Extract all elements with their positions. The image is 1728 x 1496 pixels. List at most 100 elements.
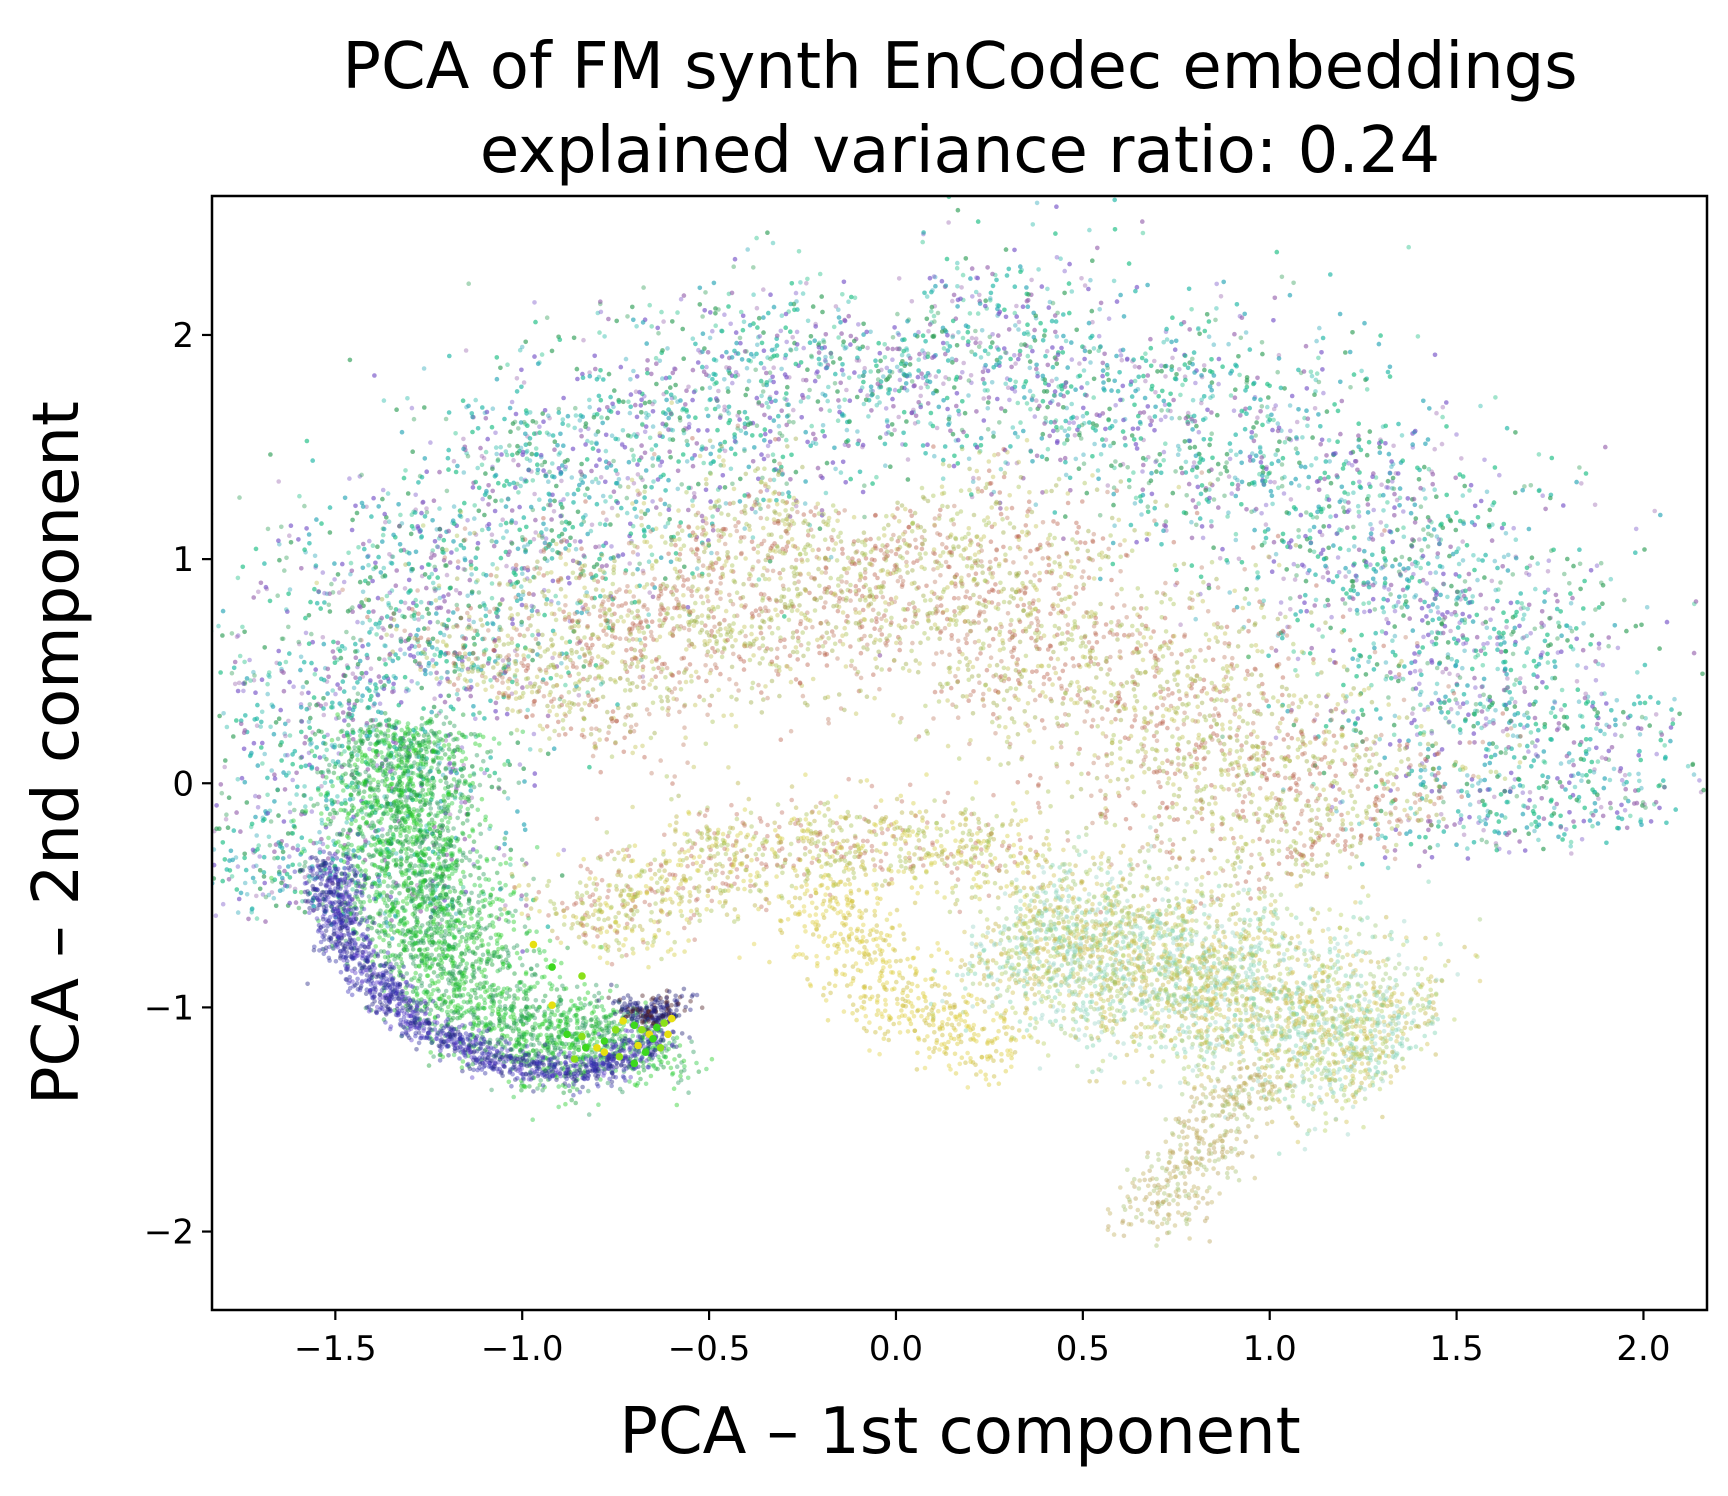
data-point — [461, 762, 467, 768]
data-point — [750, 433, 755, 438]
data-point — [1085, 380, 1090, 386]
data-point — [1161, 458, 1166, 463]
data-point — [558, 470, 563, 475]
data-point — [1421, 634, 1426, 640]
data-point — [997, 420, 1002, 425]
data-point — [548, 676, 554, 681]
data-point — [1088, 360, 1093, 365]
data-point — [529, 603, 535, 609]
data-point — [701, 460, 706, 466]
data-point — [1309, 463, 1314, 468]
data-point — [955, 284, 960, 289]
data-point — [1425, 660, 1430, 666]
data-point — [1391, 732, 1397, 738]
data-point — [302, 875, 308, 880]
data-point — [1558, 707, 1564, 713]
data-point — [1581, 621, 1586, 626]
data-point — [368, 666, 374, 671]
data-point — [650, 499, 655, 504]
data-point — [782, 355, 788, 361]
data-point — [1045, 446, 1051, 452]
data-point — [1520, 790, 1526, 795]
data-point — [1029, 277, 1034, 283]
data-point — [728, 466, 734, 472]
data-point — [315, 770, 320, 775]
data-point — [1429, 533, 1434, 538]
data-point — [223, 816, 229, 822]
data-point — [1132, 364, 1138, 369]
data-point — [1419, 548, 1424, 553]
data-point — [509, 691, 515, 697]
data-point — [1190, 397, 1196, 403]
data-point — [296, 639, 302, 645]
data-point — [560, 417, 566, 422]
data-point — [390, 689, 395, 695]
data-point — [181, 734, 186, 739]
data-point — [375, 834, 380, 840]
data-point — [809, 423, 814, 429]
data-point — [726, 411, 732, 416]
data-point — [1143, 351, 1148, 357]
region-outer-arc — [149, 196, 1706, 954]
data-point — [852, 295, 858, 301]
data-point — [149, 677, 154, 682]
data-point — [1473, 685, 1478, 690]
data-point — [1214, 306, 1219, 311]
data-point — [1108, 443, 1113, 449]
data-point — [946, 220, 951, 225]
data-point — [1371, 641, 1376, 646]
data-point — [751, 292, 756, 298]
data-point — [1640, 803, 1645, 808]
data-point — [432, 887, 438, 893]
data-point — [776, 423, 782, 429]
data-point — [746, 378, 752, 384]
data-point — [675, 486, 681, 492]
data-point — [207, 866, 212, 871]
data-point — [300, 684, 306, 690]
data-point — [283, 753, 288, 758]
data-point — [441, 550, 447, 555]
data-point — [333, 691, 338, 697]
data-point — [305, 873, 311, 878]
data-point — [1503, 531, 1509, 536]
data-point — [1072, 433, 1078, 438]
data-point — [1229, 491, 1234, 496]
data-point — [932, 274, 938, 280]
data-point — [874, 474, 879, 480]
data-point — [600, 493, 606, 499]
data-point — [385, 491, 391, 496]
data-point — [1357, 479, 1362, 485]
data-point — [733, 370, 739, 375]
data-point — [174, 907, 179, 912]
data-point — [206, 865, 211, 870]
data-point — [1511, 525, 1516, 531]
data-point — [709, 550, 714, 556]
data-point — [805, 276, 810, 282]
data-point — [1512, 682, 1517, 687]
data-point — [496, 786, 502, 791]
data-point — [823, 490, 829, 496]
data-point — [960, 370, 965, 375]
data-point — [516, 426, 521, 431]
data-point — [687, 421, 692, 427]
data-point — [1535, 561, 1540, 566]
data-point — [1043, 415, 1048, 421]
data-point — [944, 341, 950, 346]
data-point — [884, 419, 890, 425]
data-point — [1296, 534, 1301, 540]
data-point — [184, 874, 189, 879]
data-point — [330, 688, 336, 693]
data-point — [559, 478, 564, 484]
data-point — [1485, 641, 1490, 646]
data-point — [765, 443, 771, 449]
data-point — [1224, 460, 1229, 465]
data-point — [1397, 675, 1402, 681]
data-point — [1566, 759, 1572, 765]
data-point — [1077, 432, 1082, 438]
data-point — [323, 866, 328, 872]
data-point — [447, 766, 453, 772]
data-point — [367, 697, 373, 702]
data-point — [1003, 460, 1008, 465]
data-point — [1504, 624, 1509, 630]
data-point — [213, 913, 219, 918]
